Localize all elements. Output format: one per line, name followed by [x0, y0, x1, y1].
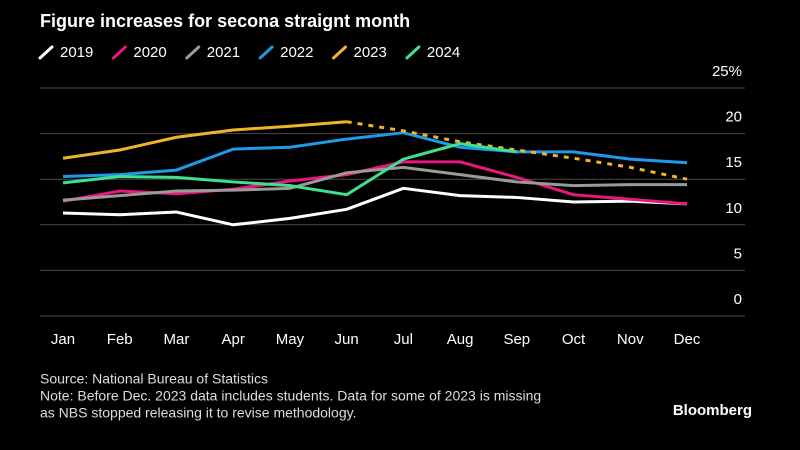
series-line — [62, 131, 688, 178]
legend-swatch — [38, 45, 54, 60]
x-tick-label: Feb — [107, 331, 133, 348]
legend-label: 2020 — [133, 44, 166, 61]
series-line — [62, 120, 347, 160]
legend-label: 2022 — [280, 44, 313, 61]
legend-swatch — [405, 45, 421, 60]
legend-label: 2021 — [207, 44, 240, 61]
x-tick-label: Mar — [164, 331, 190, 348]
legend-label: 2023 — [354, 44, 387, 61]
x-tick-label: Aug — [447, 331, 474, 348]
legend-swatch — [332, 45, 347, 60]
x-tick-label: Jun — [335, 331, 359, 348]
y-tick-label: 15 — [725, 154, 742, 171]
legend-swatch — [258, 45, 274, 60]
note: Note: Before Dec. 2023 data includes stu… — [40, 388, 541, 404]
note: as NBS stopped releasing it to revise me… — [40, 405, 356, 421]
y-tick-label: 20 — [725, 109, 742, 126]
x-tick-label: Nov — [617, 331, 644, 348]
x-tick-label: Apr — [222, 331, 245, 348]
legend-swatch — [185, 45, 201, 60]
chart-title: Figure increases for secona straignt mon… — [40, 11, 410, 31]
x-tick-label: Dec — [674, 331, 701, 348]
y-tick-label: 0 — [734, 291, 742, 308]
x-tick-label: Jan — [51, 331, 75, 348]
x-tick-label: Oct — [562, 331, 586, 348]
x-tick-label: Sep — [503, 331, 530, 348]
series-line — [62, 142, 518, 197]
source: Source: National Bureau of Statistics — [40, 371, 268, 387]
legend-swatch — [111, 45, 127, 60]
series-line — [62, 186, 688, 227]
y-tick-label: 25% — [712, 63, 742, 80]
series-line — [62, 160, 688, 206]
credit: Bloomberg — [673, 402, 752, 419]
y-tick-label: 10 — [725, 200, 742, 217]
x-tick-label: May — [276, 331, 305, 348]
x-tick-label: Jul — [394, 331, 413, 348]
legend-label: 2019 — [60, 44, 93, 61]
legend-label: 2024 — [427, 44, 460, 61]
y-tick-label: 5 — [734, 245, 742, 262]
series-line — [62, 165, 687, 202]
series-line — [346, 120, 688, 181]
